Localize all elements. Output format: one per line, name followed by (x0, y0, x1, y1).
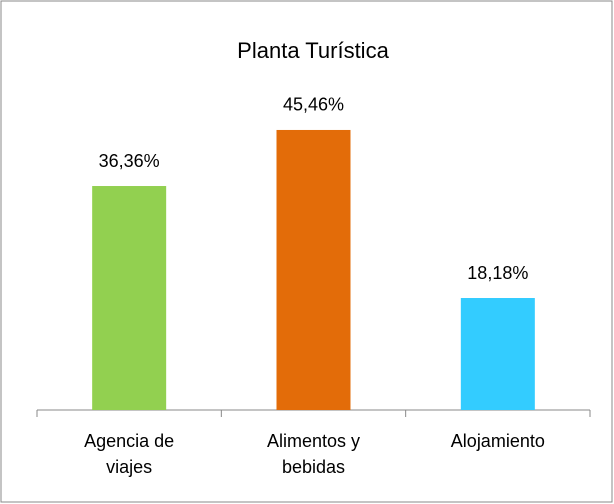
data-label: 45,46% (283, 95, 344, 115)
x-tick-label: Alimentos y bebidas (266, 431, 361, 477)
bar (460, 298, 535, 410)
x-tick-label: Alojamiento (450, 431, 545, 451)
bar (92, 186, 167, 410)
data-label: 36,36% (99, 151, 160, 171)
bar (276, 129, 351, 410)
chart-title: Planta Turística (237, 38, 389, 63)
x-tick-label: Agencia de viajes (84, 431, 175, 477)
data-label: 18,18% (467, 263, 528, 283)
